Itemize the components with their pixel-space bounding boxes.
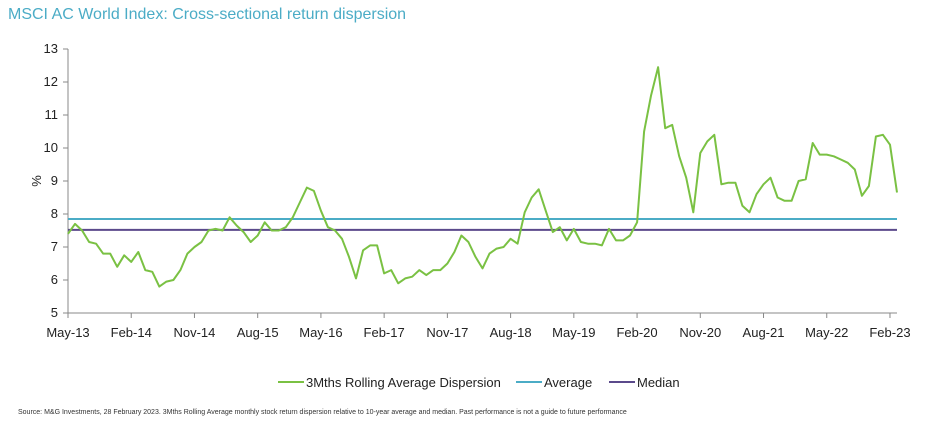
y-tick-label: 9 — [51, 173, 58, 188]
x-tick-label: May-16 — [299, 325, 342, 340]
x-tick-label: Aug-18 — [490, 325, 532, 340]
y-tick-label: 5 — [51, 305, 58, 320]
chart-title: MSCI AC World Index: Cross-sectional ret… — [8, 6, 407, 23]
x-tick-label: Feb-20 — [616, 325, 657, 340]
y-tick-label: 10 — [44, 140, 58, 155]
dispersion-line — [67, 66, 898, 288]
x-tick-label: May-13 — [46, 325, 89, 340]
x-tick-label: Nov-17 — [426, 325, 468, 340]
x-tick-label: May-22 — [805, 325, 848, 340]
series-lines — [67, 66, 898, 288]
y-tick-label: 12 — [44, 74, 58, 89]
axes: 5 6 7 8 9 10 11 12 13% May-13 Feb-14 Nov-14 Aug-15 Ma… — [29, 41, 911, 340]
x-tick-label: Feb-14 — [111, 325, 152, 340]
x-tick-label: Nov-14 — [173, 325, 215, 340]
y-tick-label: 8 — [51, 206, 58, 221]
legend-label: Average — [544, 375, 592, 390]
y-tick-label: 7 — [51, 239, 58, 254]
x-tick-label: May-19 — [552, 325, 595, 340]
y-tick-label: 6 — [51, 272, 58, 287]
y-axis-label: % — [29, 175, 44, 187]
y-tick-label: 13 — [44, 41, 58, 56]
legend-label: Median — [637, 375, 680, 390]
x-tick-label: Aug-15 — [237, 325, 279, 340]
y-tick-label: 11 — [45, 107, 59, 122]
x-tick-label: Aug-21 — [743, 325, 785, 340]
x-tick-label: Nov-20 — [679, 325, 721, 340]
legend: 3Mths Rolling Average Dispersion Average M… — [278, 375, 680, 390]
source-note: Source: M&G Investments, 28 February 202… — [18, 409, 627, 416]
legend-label: 3Mths Rolling Average Dispersion — [306, 375, 501, 390]
x-tick-label: Feb-23 — [869, 325, 910, 340]
x-tick-label: Feb-17 — [364, 325, 405, 340]
